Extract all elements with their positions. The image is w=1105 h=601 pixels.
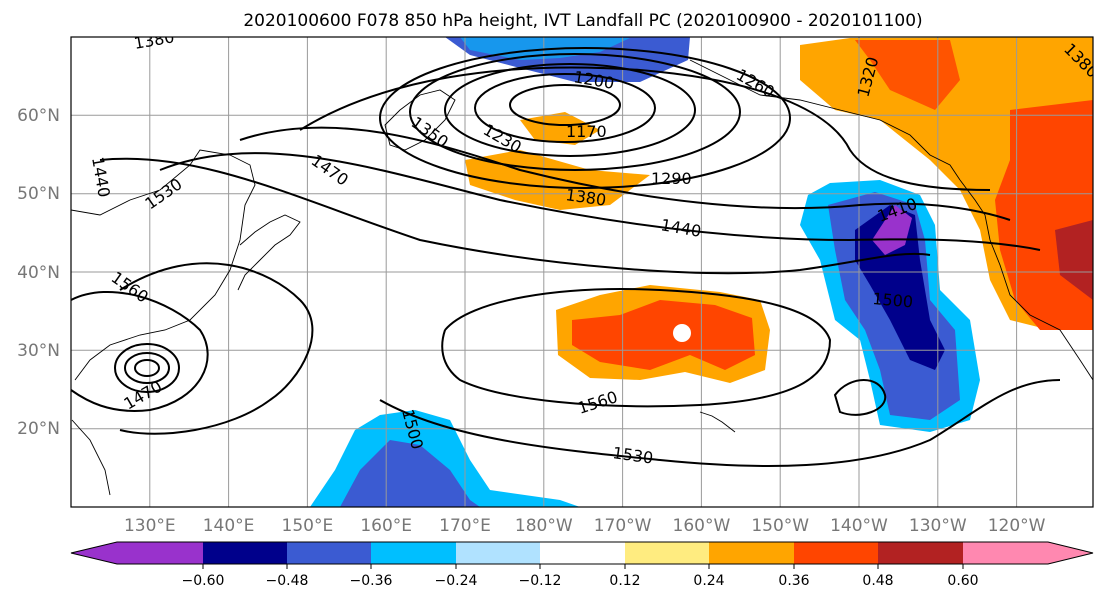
colorbar-bin: [456, 542, 540, 564]
lat-tick: 60°N: [17, 106, 60, 126]
colorbar: −0.60 −0.48 −0.36 −0.24 −0.12 0.12 0.24 …: [70, 541, 1094, 589]
lon-tick: 170°W: [594, 516, 652, 536]
height-contours: [71, 47, 1061, 467]
colorbar-tick: −0.36: [350, 573, 393, 589]
hawaii: [699, 411, 736, 433]
colorbar-tick: 0.12: [609, 573, 640, 589]
colorbar-extend-low: [71, 542, 117, 564]
contour-label: 1500: [872, 289, 914, 311]
gridlines: [71, 37, 1093, 507]
colorbar-bin: [963, 542, 1048, 564]
lat-tick: 30°N: [17, 341, 60, 361]
japan-coast: [237, 214, 301, 291]
lon-tick-labels: 130°E 140°E 150°E 160°E 170°E 180°W 170°…: [124, 516, 1046, 536]
lon-tick: 180°W: [515, 516, 573, 536]
lon-tick: 150°E: [282, 516, 334, 536]
low-center-contour: [509, 84, 621, 126]
colorbar-bin: [625, 542, 709, 564]
colorbar-tick: −0.12: [519, 573, 562, 589]
lat-tick-labels: 20°N 30°N 40°N 50°N 60°N: [17, 106, 60, 439]
lon-tick: 160°W: [673, 516, 731, 536]
colorbar-bin: [117, 542, 203, 564]
colorbar-tick: −0.60: [182, 573, 225, 589]
lon-tick: 140°W: [830, 516, 888, 536]
colorbar-tick: 0.48: [862, 573, 893, 589]
lon-tick: 150°W: [751, 516, 809, 536]
lon-tick: 130°W: [909, 516, 967, 536]
asia-coast: [71, 149, 256, 381]
philippines: [71, 419, 111, 496]
colorbar-extend-high: [1048, 542, 1093, 564]
chart-title: 2020100600 F078 850 hPa height, IVT Land…: [243, 11, 922, 31]
map-frame: [70, 36, 1094, 508]
lat-tick: 50°N: [17, 184, 60, 204]
colorbar-bin: [287, 542, 371, 564]
lon-tick: 160°E: [360, 516, 412, 536]
lon-tick: 170°E: [439, 516, 491, 536]
colorbar-tick: 0.36: [778, 573, 809, 589]
colorbar-tick: 0.24: [693, 573, 724, 589]
typhoon-contour: [114, 343, 180, 393]
na-west-coast: [959, 179, 1093, 381]
colorbar-bin: [540, 542, 625, 564]
colorbar-bin: [371, 542, 456, 564]
colorbar-tick: −0.48: [266, 573, 309, 589]
lat-tick: 20°N: [17, 419, 60, 439]
colorbar-bin: [203, 542, 287, 564]
colorbar-bin: [794, 542, 878, 564]
colorbar-bin: [878, 542, 963, 564]
colorbar-tick: 0.60: [947, 573, 978, 589]
contour-label: 1290: [651, 169, 692, 188]
colorbar-bin: [709, 542, 794, 564]
lat-tick: 40°N: [17, 263, 60, 283]
lon-tick: 140°E: [203, 516, 255, 536]
colorbar-outline: [70, 541, 1094, 565]
contour-label: 1170: [566, 122, 607, 141]
colorbar-tick: −0.24: [435, 573, 478, 589]
lon-tick: 130°E: [124, 516, 176, 536]
lon-tick: 120°W: [988, 516, 1046, 536]
map-panel: 1380 1200 1260 1170 1230 1350 1320 1380 …: [70, 36, 1094, 508]
